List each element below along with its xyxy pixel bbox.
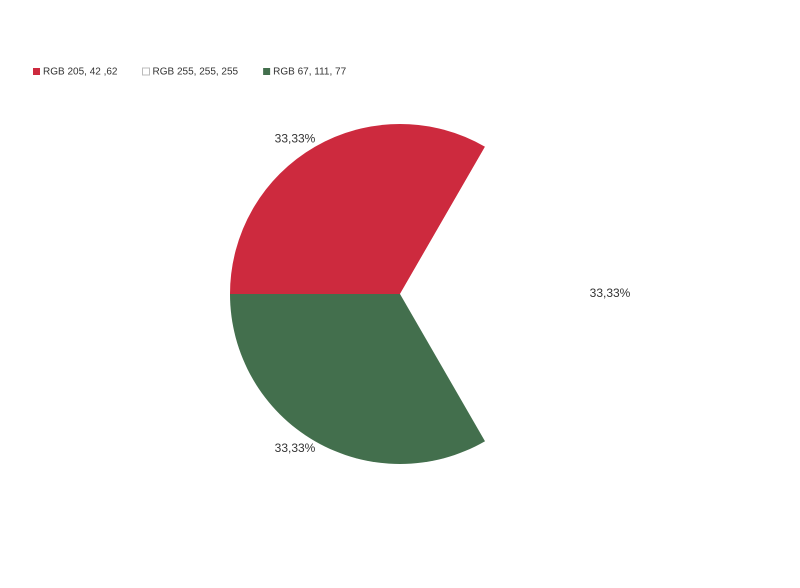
data-label: 33,33% <box>590 286 631 300</box>
legend-label: RGB 67, 111, 77 <box>273 67 346 78</box>
legend-label: RGB 255, 255, 255 <box>153 67 239 78</box>
legend-label: RGB 205, 42 ,62 <box>43 67 118 78</box>
pie-slice <box>230 294 485 464</box>
data-label: 33,33% <box>275 132 316 146</box>
pie-slice <box>230 123 485 294</box>
legend-swatch <box>142 67 150 76</box>
pie-slice <box>400 146 570 442</box>
legend-swatch <box>263 68 271 75</box>
legend-swatch <box>33 68 40 75</box>
data-label: 33,33% <box>275 441 316 455</box>
